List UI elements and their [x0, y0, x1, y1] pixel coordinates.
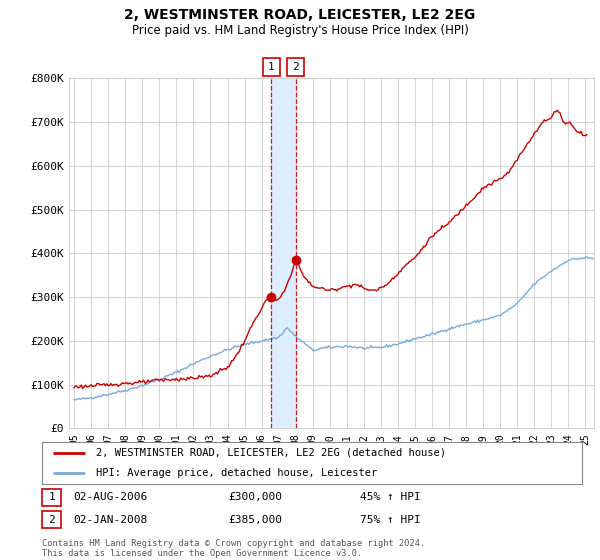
Text: HPI: Average price, detached house, Leicester: HPI: Average price, detached house, Leic… — [96, 468, 377, 478]
Text: 02-AUG-2006: 02-AUG-2006 — [73, 492, 148, 502]
Text: 2: 2 — [48, 515, 55, 525]
Text: £300,000: £300,000 — [228, 492, 282, 502]
Text: 2, WESTMINSTER ROAD, LEICESTER, LE2 2EG (detached house): 2, WESTMINSTER ROAD, LEICESTER, LE2 2EG … — [96, 448, 446, 458]
Text: £385,000: £385,000 — [228, 515, 282, 525]
Text: 1: 1 — [268, 62, 275, 72]
Text: 2, WESTMINSTER ROAD, LEICESTER, LE2 2EG: 2, WESTMINSTER ROAD, LEICESTER, LE2 2EG — [124, 8, 476, 22]
Text: Contains HM Land Registry data © Crown copyright and database right 2024.
This d: Contains HM Land Registry data © Crown c… — [42, 539, 425, 558]
Text: 02-JAN-2008: 02-JAN-2008 — [73, 515, 148, 525]
Text: Price paid vs. HM Land Registry's House Price Index (HPI): Price paid vs. HM Land Registry's House … — [131, 24, 469, 36]
Text: 1: 1 — [48, 492, 55, 502]
Text: 75% ↑ HPI: 75% ↑ HPI — [360, 515, 421, 525]
Text: 45% ↑ HPI: 45% ↑ HPI — [360, 492, 421, 502]
Bar — [271, 78, 296, 428]
Text: 2: 2 — [292, 62, 299, 72]
